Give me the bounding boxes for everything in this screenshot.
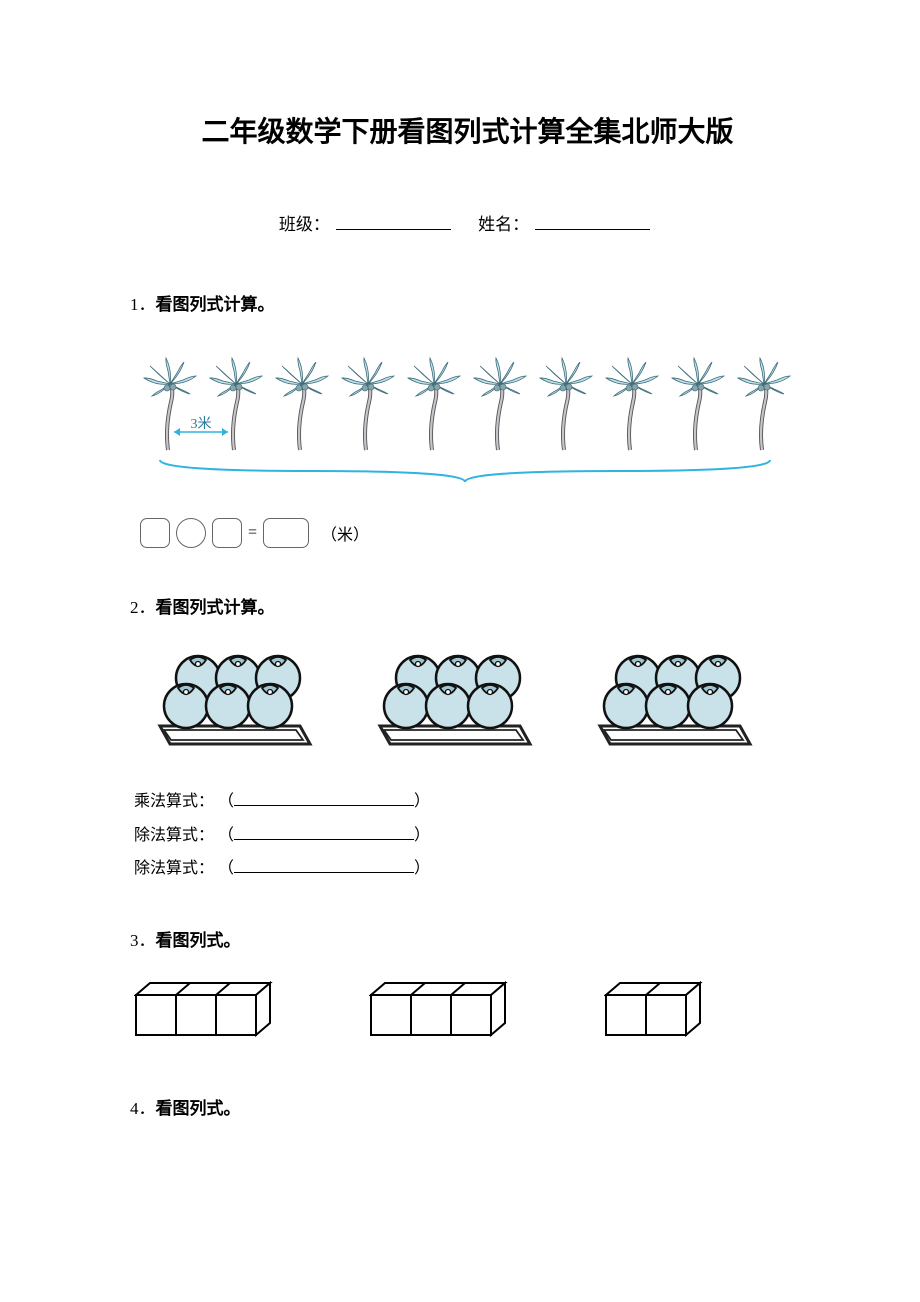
paren-close: ）	[414, 827, 430, 844]
answer-box[interactable]	[140, 518, 170, 548]
svg-text:3米: 3米	[191, 416, 212, 432]
operator-box[interactable]	[176, 518, 206, 548]
paren-close: ）	[414, 793, 430, 810]
result-box[interactable]	[263, 518, 309, 548]
q3-number: 3．	[130, 931, 156, 950]
answer-line: 除法算式： （ ）	[134, 819, 805, 853]
paren-open: （	[218, 860, 234, 877]
q3-heading: 3．看图列式。	[130, 926, 805, 951]
page-title: 二年级数学下册看图列式计算全集北师大版	[130, 110, 805, 150]
q2-title: 看图列式计算。	[156, 598, 275, 617]
q1-heading: 1．看图列式计算。	[130, 290, 805, 315]
q4-heading: 4．看图列式。	[130, 1094, 805, 1119]
berry-plate	[150, 648, 320, 763]
q1-title: 看图列式计算。	[156, 295, 275, 314]
q3-figure-row	[134, 981, 805, 1039]
cuboid-group	[369, 981, 509, 1039]
answer-box[interactable]	[212, 518, 242, 548]
q3-title: 看图列式。	[156, 931, 241, 950]
cuboid-group	[134, 981, 274, 1039]
berry-plate	[370, 648, 540, 763]
class-label: 班级：	[279, 215, 330, 234]
answer-blank[interactable]	[234, 839, 414, 840]
student-info-line: 班级： 姓名：	[130, 210, 805, 235]
line-label: 除法算式：	[134, 860, 214, 877]
q4-title: 看图列式。	[156, 1099, 241, 1118]
q2-answer-lines: 乘法算式： （ ） 除法算式： （ ） 除法算式： （ ）	[134, 785, 805, 886]
q1-figure: 3米	[140, 345, 805, 500]
answer-blank[interactable]	[234, 805, 414, 806]
answer-line: 乘法算式： （ ）	[134, 785, 805, 819]
q2-figure-row	[150, 648, 805, 763]
q1-number: 1．	[130, 295, 156, 314]
paren-open: （	[218, 827, 234, 844]
q1-equation: = （米）	[140, 518, 805, 548]
paren-open: （	[218, 793, 234, 810]
q2-heading: 2．看图列式计算。	[130, 593, 805, 618]
q1-unit: （米）	[321, 521, 369, 545]
line-label: 乘法算式：	[134, 793, 214, 810]
line-label: 除法算式：	[134, 827, 214, 844]
name-label: 姓名：	[478, 215, 529, 234]
name-blank[interactable]	[535, 229, 650, 230]
cuboid-group	[604, 981, 704, 1039]
answer-line: 除法算式： （ ）	[134, 852, 805, 886]
class-blank[interactable]	[336, 229, 451, 230]
paren-close: ）	[414, 860, 430, 877]
berry-plate	[590, 648, 760, 763]
q2-number: 2．	[130, 598, 156, 617]
equals-sign: =	[248, 524, 257, 542]
q4-number: 4．	[130, 1099, 156, 1118]
answer-blank[interactable]	[234, 872, 414, 873]
